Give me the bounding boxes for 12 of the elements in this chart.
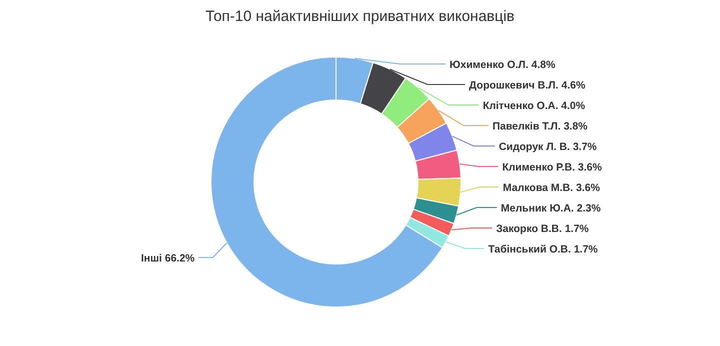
slice-label: Табінський О.В. 1.7% — [488, 244, 598, 256]
slice-label: Дорошкевич В.Л. 4.6% — [469, 80, 586, 92]
slice-label: Малкова М.В. 3.6% — [502, 182, 601, 194]
chart-title: Топ-10 найактивніших приватних виконавців — [204, 8, 516, 27]
slice-label: Клименко Р.В. 3.6% — [502, 162, 603, 174]
slice-label: Мельник Ю.А. 2.3% — [500, 202, 602, 214]
slice-label: Павелків Т.Л. 3.8% — [492, 120, 588, 132]
slice-label: Юхименко О.Л. 4.8% — [450, 59, 556, 71]
slice-label: Сидорук Л. В. 3.7% — [498, 141, 598, 153]
slice-label: Закорко В.В. 1.7% — [496, 223, 590, 235]
slice-label: Інші 66.2% — [141, 252, 196, 265]
slice-label: Клітченко О.А. 4.0% — [482, 100, 586, 112]
